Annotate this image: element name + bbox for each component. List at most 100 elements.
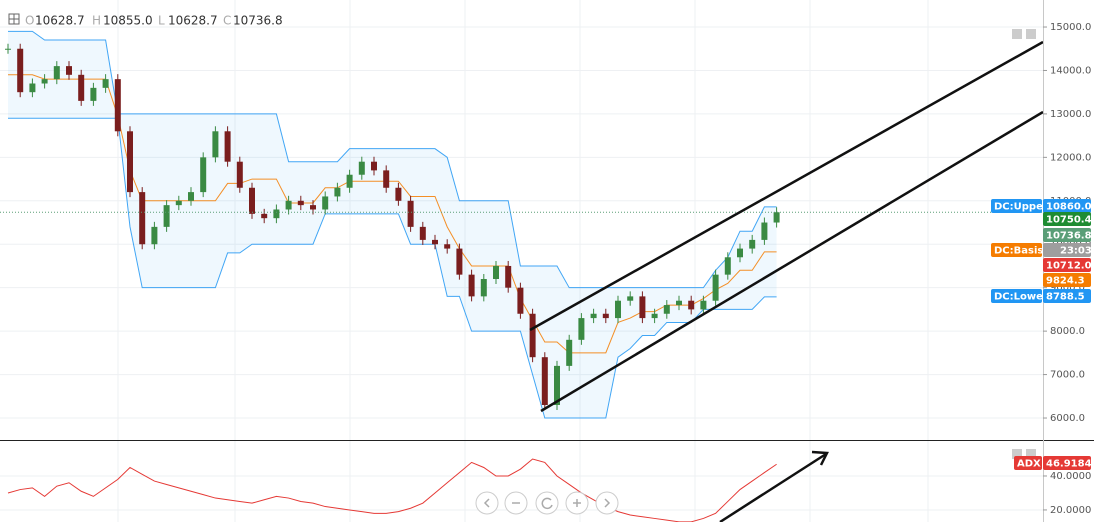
candle-body — [175, 200, 182, 206]
candle-body — [212, 131, 219, 158]
series-tag — [1014, 456, 1042, 470]
candle-body — [407, 200, 414, 227]
candle-body — [66, 66, 72, 75]
upper-value: 10860.0 — [1046, 202, 1092, 213]
y-tick-label: 40.0000 — [1050, 471, 1091, 482]
candle-body — [700, 300, 707, 310]
arrow-line — [719, 452, 827, 522]
price-tag — [1043, 258, 1091, 272]
pane-button[interactable] — [1026, 449, 1036, 459]
candle-body — [41, 79, 48, 84]
candle-body — [346, 174, 353, 188]
price-value: 10712.0 — [1046, 261, 1092, 272]
price-tag — [1043, 289, 1091, 303]
candle-body — [688, 300, 695, 310]
candle-body — [310, 205, 316, 210]
candle-body — [419, 226, 426, 240]
open-value: 10628.7 — [35, 14, 85, 28]
adx-line — [7, 458, 777, 522]
channel-fill — [8, 31, 777, 419]
arrow-head — [811, 450, 829, 466]
candle-body — [139, 192, 146, 245]
trend-line — [540, 110, 1044, 413]
y-tick-label: 9000.0 — [1050, 283, 1085, 294]
y-tick-label: 20.0000 — [1050, 505, 1091, 516]
candle-body — [554, 365, 560, 405]
scroll-right-button[interactable] — [595, 491, 619, 515]
candle-body — [529, 313, 536, 358]
legend-header: O 10628.7 H 10855.0 L 10628.7 C 10736.8 — [8, 13, 283, 28]
reset-button[interactable] — [535, 491, 559, 515]
icon — [604, 498, 611, 508]
pane-button[interactable] — [1012, 449, 1022, 459]
candle-body — [114, 79, 121, 132]
zoom-controls — [475, 491, 619, 515]
candle-body — [761, 222, 768, 240]
candle-body — [90, 87, 97, 101]
price-tag — [1043, 273, 1091, 287]
y-tick-label: 6000.0 — [1050, 413, 1085, 424]
candle-body — [78, 74, 85, 101]
candle-body — [517, 287, 524, 314]
candle-body — [468, 274, 475, 297]
candle-body — [676, 300, 682, 306]
price-value: 10736.8 — [1046, 231, 1092, 242]
trend-line — [529, 40, 1044, 332]
low-key: L — [158, 14, 165, 28]
high-value: 10855.0 — [103, 14, 153, 28]
lower-value: 8788.5 — [1046, 292, 1085, 303]
candle-body — [261, 213, 268, 219]
candle-body — [249, 187, 255, 214]
candle-body — [273, 209, 280, 219]
candle-body — [285, 200, 292, 210]
candle-body — [590, 313, 597, 319]
candle-body — [334, 187, 341, 197]
candle-body — [639, 296, 646, 319]
series-tag — [991, 199, 1042, 213]
y-tick-label: 12000.0 — [1050, 152, 1091, 163]
y-tick-label: 13000.0 — [1050, 109, 1091, 120]
series-tag-label: DC:Upper — [994, 202, 1048, 213]
candle-body — [236, 161, 243, 188]
candle-body — [163, 205, 170, 227]
price-tag — [1043, 199, 1091, 213]
scroll-left-button[interactable] — [475, 491, 499, 515]
pane-button[interactable] — [1012, 29, 1022, 39]
candle-body — [578, 318, 585, 340]
candle-body — [505, 265, 512, 288]
candle-body — [53, 66, 60, 80]
price-tag — [1043, 456, 1091, 470]
candle-body — [17, 48, 24, 93]
price-tag — [1043, 212, 1091, 226]
close-key: C — [223, 14, 231, 28]
candle-body — [395, 187, 402, 201]
y-tick-label: 7000.0 — [1050, 370, 1085, 381]
candle-body — [566, 339, 573, 366]
indicator-line — [8, 74, 777, 354]
plot — [0, 26, 1043, 522]
candle-body — [480, 278, 487, 297]
candle-body — [358, 161, 365, 175]
countdown: 23:03 — [1060, 246, 1092, 257]
candle-body — [322, 196, 329, 210]
candle-body — [773, 212, 780, 223]
y-tick-label: 14000.0 — [1050, 65, 1091, 76]
candle-body — [737, 248, 743, 258]
countdown-tag — [1043, 243, 1091, 257]
icon — [483, 498, 490, 508]
candle-body — [615, 300, 621, 319]
series-tag — [991, 289, 1042, 303]
candle-body — [188, 192, 194, 201]
candle-body — [224, 131, 231, 162]
candle-body — [444, 244, 451, 249]
candle-body — [29, 83, 36, 93]
candle-body — [541, 357, 548, 405]
open-key: O — [25, 14, 34, 28]
y-tick-label: 15000.0 — [1050, 22, 1091, 33]
pane-button[interactable] — [1026, 29, 1036, 39]
candle-body — [663, 305, 670, 314]
basis-value: 9824.3 — [1046, 276, 1085, 287]
